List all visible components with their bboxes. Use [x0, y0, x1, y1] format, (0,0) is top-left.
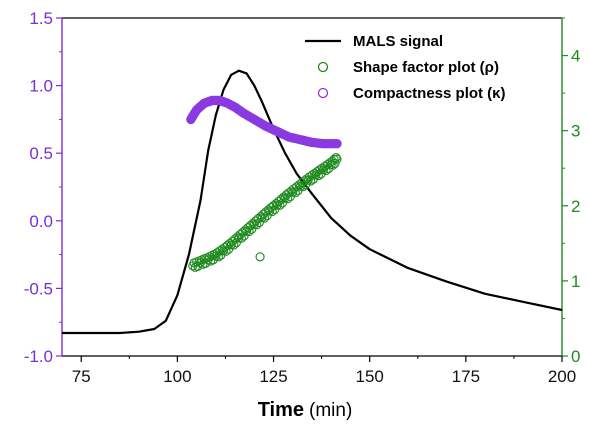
left-tick-label: 0.0: [29, 212, 53, 231]
right-axis: 0 1 2 3 4: [562, 17, 580, 366]
left-tick-label: 1.5: [29, 9, 53, 28]
left-tick-label: 1.0: [29, 77, 53, 96]
left-tick-label: 0.5: [29, 144, 53, 163]
bottom-tick-label: 175: [452, 367, 480, 386]
bottom-tick-label: 100: [163, 367, 191, 386]
x-axis-label: Time (min): [258, 399, 353, 421]
right-tick-label: 4: [571, 47, 580, 66]
shape-factor-point: [244, 227, 254, 237]
shape-factor-point: [231, 238, 241, 248]
shape-factor-point: [252, 220, 262, 230]
shape-factor-point: [255, 252, 265, 262]
shape-factor-point: [306, 176, 316, 186]
shape-factor-point: [329, 154, 339, 164]
legend-swatch-marker: [317, 61, 329, 73]
bottom-tick-label: 125: [259, 367, 287, 386]
shape-factor-point: [239, 231, 249, 241]
shape-factor-point: [290, 188, 300, 198]
shape-factor-point: [313, 171, 323, 181]
left-tick-label: -0.5: [24, 279, 53, 298]
x-axis-label-name: Time: [258, 399, 304, 421]
series-line-mals-signal: [62, 69, 563, 335]
legend-label: Shape factor plot (ρ): [353, 59, 499, 76]
shape-factor-point: [260, 213, 270, 223]
compactness-point: [330, 139, 340, 149]
shape-factor-point: [253, 214, 263, 224]
shape-factor-point: [321, 165, 331, 176]
shape-factor-point: [229, 240, 239, 250]
bottom-tick-label: 200: [548, 367, 576, 386]
right-tick-label: 3: [571, 122, 580, 141]
left-axis: -1.0 -0.5 0.0 0.5 1.0 1.5: [24, 9, 62, 366]
right-tick-label: 2: [571, 197, 580, 216]
legend-label: Compactness plot (κ): [353, 85, 506, 102]
right-tick-label: 1: [571, 272, 580, 291]
x-axis-label-unit: (min): [309, 400, 352, 421]
shape-factor-point: [201, 258, 211, 268]
legend: MALS signal Shape factor plot (ρ) Compactn…: [305, 33, 506, 102]
right-tick-label: 0: [571, 347, 580, 366]
left-tick-label: -1.0: [24, 347, 53, 366]
shape-factor-point: [283, 194, 293, 204]
legend-label: MALS signal: [353, 33, 443, 50]
shape-factor-point: [221, 246, 231, 256]
shape-factor-point: [298, 182, 308, 192]
bottom-tick-label: 75: [72, 367, 91, 386]
shape-factor-point: [331, 153, 341, 163]
shape-factor-point: [245, 220, 256, 230]
shape-factor-point: [254, 217, 264, 228]
bottom-axis: 75 100 125 150 175 200: [72, 356, 576, 386]
shape-factor-point: [238, 227, 248, 237]
shape-factor-point: [267, 206, 277, 217]
shape-factor-point: [193, 261, 203, 271]
shape-factor-point: [247, 224, 257, 234]
shape-factor-point: [328, 160, 338, 170]
shape-factor-point: [330, 158, 340, 169]
series-layer: [62, 69, 563, 335]
shape-factor-point: [275, 200, 285, 210]
shape-factor-point: [213, 252, 223, 262]
shape-factor-point: [230, 234, 240, 244]
legend-swatch-marker: [317, 87, 329, 99]
shape-factor-point: [208, 255, 218, 265]
shape-factor-point: [236, 233, 247, 243]
bottom-tick-label: 150: [356, 367, 384, 386]
